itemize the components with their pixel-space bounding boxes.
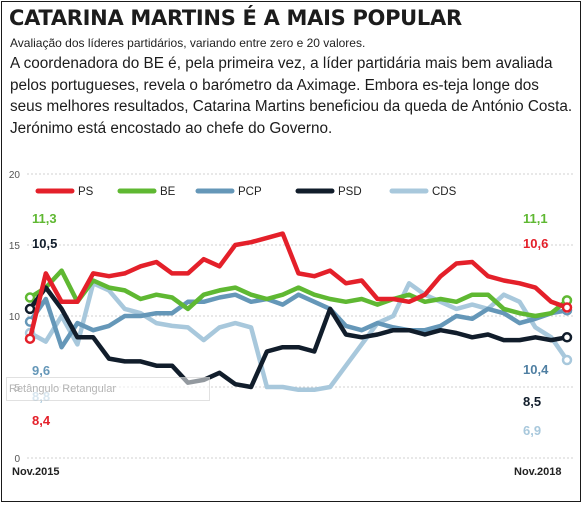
legend-label-pcp: PCP xyxy=(238,186,262,198)
start-point-be xyxy=(24,292,36,303)
start-value-psd: 10,5 xyxy=(32,236,57,251)
y-axis-gridlines xyxy=(27,173,573,459)
start-point-psd xyxy=(24,303,36,315)
legend: PS BE PCP PSD CDS xyxy=(35,186,457,198)
start-point-ps xyxy=(24,333,36,344)
end-value-cds: 6,9 xyxy=(523,423,541,438)
headline: CATARINA MARTINS É A MAIS POPULAR xyxy=(9,6,462,30)
series-line-cds xyxy=(27,281,570,393)
legend-label-be: BE xyxy=(160,186,176,198)
series-line-be xyxy=(27,268,570,319)
end-value-pcp: 10,4 xyxy=(523,362,549,377)
selection-overlay-label[interactable]: Retângulo Retangular xyxy=(6,377,210,401)
x-start-label: Nov.2015 xyxy=(12,466,60,478)
lead-paragraph: A coordenadora do BE é, pela primeira ve… xyxy=(10,55,573,137)
end-point-psd xyxy=(561,332,573,343)
legend-label-psd: PSD xyxy=(338,186,362,198)
x-axis-labels: Nov.2015 Nov.2018 xyxy=(12,466,562,478)
start-value-be: 11,3 xyxy=(32,211,57,226)
subtitle: Avaliação dos líderes partidários, varia… xyxy=(10,36,366,50)
end-value-be: 11,1 xyxy=(523,211,548,226)
start-value-pcp: 9,6 xyxy=(32,363,50,378)
y-tick-label: 20 xyxy=(9,170,21,181)
series-lines xyxy=(24,231,573,393)
y-tick-label: 10 xyxy=(9,312,21,323)
series-line-psd xyxy=(27,285,570,390)
x-end-label: Nov.2018 xyxy=(514,466,562,478)
end-point-ps xyxy=(561,302,573,313)
legend-label-cds: CDS xyxy=(432,186,457,198)
end-point-cds xyxy=(561,354,573,366)
y-tick-label: 15 xyxy=(9,241,21,252)
end-value-ps: 10,6 xyxy=(523,236,548,251)
y-tick-label: 0 xyxy=(14,454,20,465)
series-line-ps xyxy=(27,231,570,341)
y-axis-tick-labels: 05101520 xyxy=(9,170,21,465)
legend-label-ps: PS xyxy=(78,186,94,198)
series-line-pcp xyxy=(27,292,570,350)
end-value-psd: 8,5 xyxy=(523,394,541,409)
start-value-ps: 8,4 xyxy=(32,413,51,428)
